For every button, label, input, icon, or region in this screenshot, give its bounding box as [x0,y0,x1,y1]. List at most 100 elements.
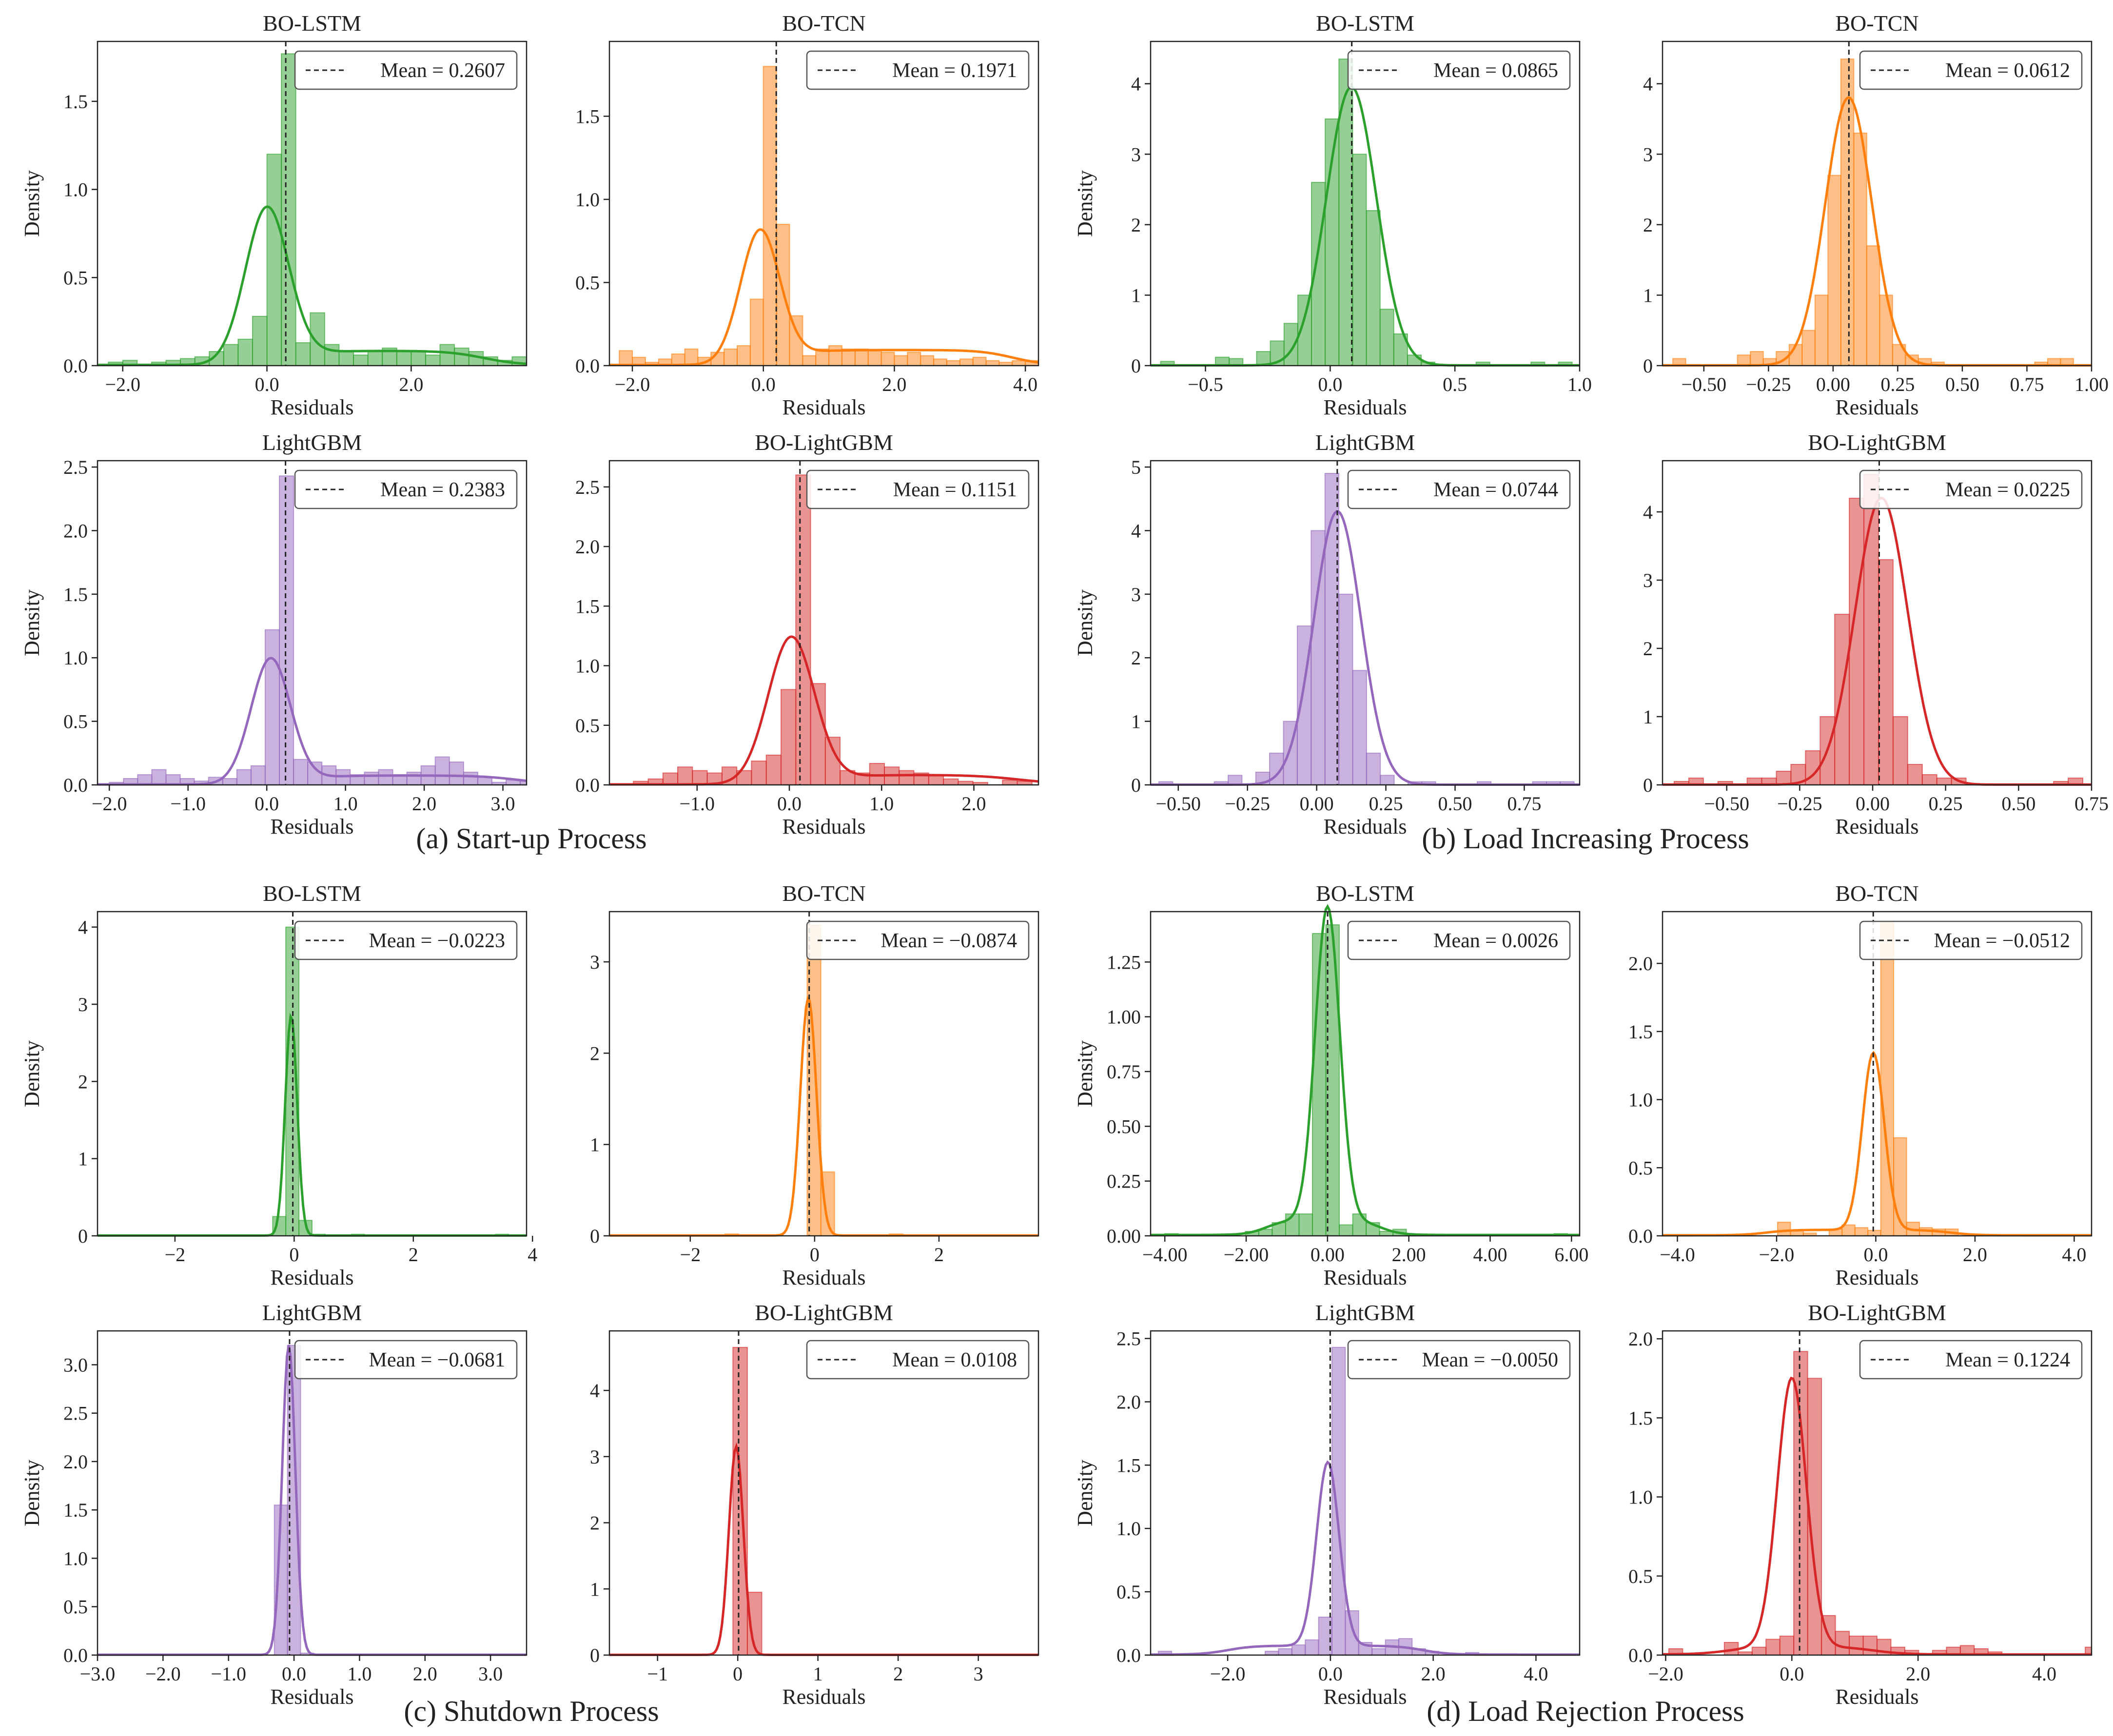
x-axis-label: Residuals [782,395,865,419]
histogram-bar [1298,1213,1313,1237]
legend-label: Mean = −0.0681 [369,1349,505,1371]
x-tick-label: 0.0 [1318,1663,1343,1685]
subplot-3: −0.5 0.0 0.5 1.0 0 1 2 3 4 BO-LSTM Residuals Densit… [1073,11,1592,419]
histogram-bar [920,355,935,366]
x-tick-label: −1 [647,1663,668,1685]
legend-label: Mean = 0.0026 [1433,930,1558,952]
histogram-bar [236,769,252,785]
subplot-10: −2 0 2 0 1 2 3 BO-TCN Residuals Mean = −0.0874 [590,881,1039,1289]
x-tick-label: −2.0 [1648,1663,1683,1685]
histogram-bar [710,351,725,367]
x-tick-label: −0.25 [1746,373,1791,395]
histogram-bar [724,348,738,367]
y-tick-label: 3 [1643,143,1653,165]
legend-label: Mean = 0.0612 [1945,59,2070,82]
legend-label: Mean = −0.0512 [1934,930,2070,952]
y-tick-label: 0.5 [63,711,88,733]
axes-frame [97,911,528,1237]
subplot-title: LightGBM [1315,1300,1415,1325]
x-tick-label: −1.0 [680,793,715,815]
x-tick-label: 0.0 [751,373,776,395]
histogram-bar [1765,1638,1780,1656]
legend: Mean = 0.1224 [1859,1340,2083,1380]
x-tick-label: 0 [289,1244,299,1266]
histogram-bar [1866,245,1880,367]
histogram-bar [692,770,708,785]
x-tick-label: 0.50 [2001,793,2035,815]
histogram-bar [425,354,441,366]
histogram-bar [943,778,959,786]
histogram-bar [1777,1222,1791,1237]
histogram-bar [252,315,268,366]
x-tick-label: 2.0 [1906,1663,1930,1685]
y-tick-label: 0 [1131,355,1141,377]
histogram-bar [619,350,633,366]
histogram-bar [933,358,947,367]
histogram-bar [1751,1646,1767,1656]
kde-curve [98,205,527,367]
histogram-bar [1305,1639,1319,1656]
x-tick-label: 2.0 [1963,1244,1987,1266]
y-tick-label: 2.0 [1116,1391,1141,1413]
y-tick-label: 0.0 [1116,1644,1141,1666]
kde-curve [1151,904,1580,1236]
x-axis-label: Residuals [1835,395,1918,419]
legend-box [1859,50,2083,90]
legend: Mean = 0.0225 [1859,469,2083,509]
x-tick-label: −0.5 [1188,373,1223,395]
histogram-bar [264,629,280,786]
histogram-bar [1892,716,1908,785]
x-tick-label: 0.00 [1816,373,1850,395]
histogram-bar [1834,614,1850,785]
histogram-bar [1827,175,1841,366]
y-tick-label: 0.50 [1107,1115,1141,1137]
histogram-bar [894,355,908,366]
y-tick-label: 1.5 [1628,1407,1653,1429]
y-tick-label: 1.0 [63,1547,88,1569]
y-tick-label: 1.5 [1628,1021,1653,1043]
legend-label: Mean = 0.1224 [1945,1349,2070,1371]
y-axis-label: Density [20,1040,44,1107]
x-tick-label: 0.50 [1945,373,1979,395]
histogram-bar [1878,559,1894,785]
histogram-bar [237,338,253,366]
histogram-bar [222,778,237,785]
x-tick-label: 0.75 [2074,793,2109,815]
y-tick-label: 4 [78,917,88,938]
axes-frame [1150,40,1581,367]
legend-label: Mean = −0.0874 [880,930,1017,952]
y-tick-label: 0.5 [1628,1565,1653,1587]
axes-frame [1662,460,2093,786]
x-tick-label: −1.0 [211,1663,246,1685]
x-tick-label: −2.0 [145,1663,181,1685]
subplot-1: −2.0 0.0 2.0 0.0 0.5 1.0 1.5 BO-LSTM Residuals De… [20,11,528,419]
x-tick-label: −2 [165,1244,186,1266]
legend-label: Mean = 0.0865 [1433,59,1558,82]
x-tick-label: 0.25 [1880,373,1915,395]
histogram-bar [463,771,478,786]
x-axis-label: Residuals [1323,1685,1407,1709]
x-tick-label: 0 [810,1244,820,1266]
legend-box [294,50,518,90]
y-tick-label: 0.0 [63,355,88,377]
histogram-bar [1002,780,1018,785]
y-tick-label: 3.0 [63,1354,88,1376]
legend-box [294,1340,518,1380]
y-tick-label: 0.00 [1107,1225,1141,1247]
axes-frame [1662,40,2093,367]
y-tick-label: 4 [590,1380,600,1402]
histogram-bar [1793,1351,1808,1656]
axes-frame [97,460,528,786]
x-tick-label: 2.0 [399,373,423,395]
histogram-bar [1331,1346,1346,1656]
legend-label: Mean = 0.1971 [892,59,1017,82]
x-tick-label: 2.0 [1421,1663,1446,1685]
histogram-bar [338,351,354,366]
histogram-bar [324,344,340,366]
legend: Mean = −0.0874 [806,920,1030,960]
y-tick-label: 1.5 [575,595,600,617]
y-tick-label: 2 [590,1042,600,1064]
x-tick-label: 0.0 [777,793,802,815]
y-tick-label: 1.0 [63,179,88,201]
histogram-bar [1379,309,1394,366]
